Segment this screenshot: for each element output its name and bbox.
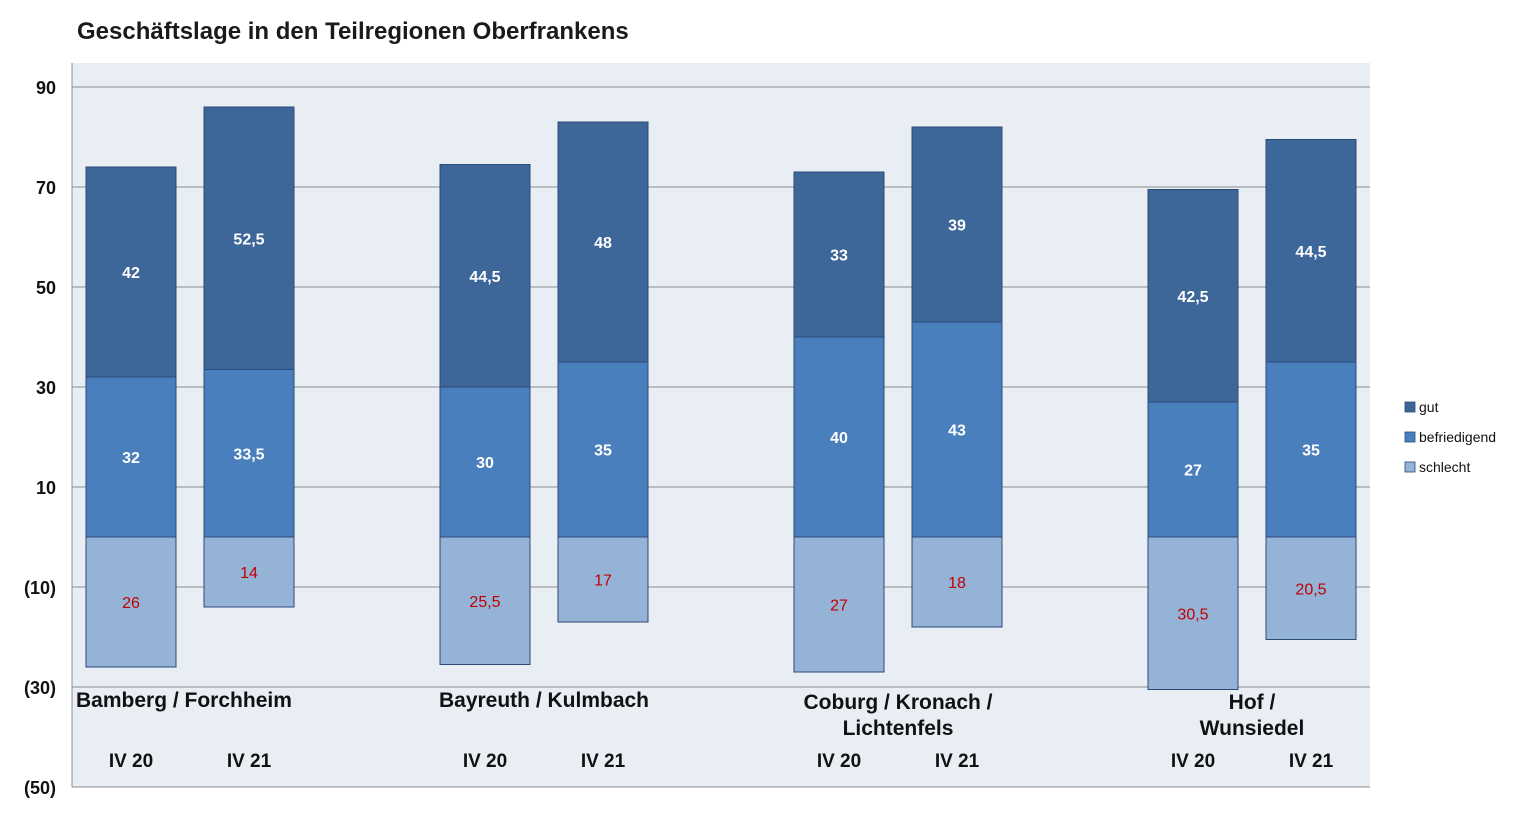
period-label: IV 20 (817, 751, 861, 772)
bar-segment-befriedigend (1147, 401, 1239, 538)
legend-swatch-gut (1404, 401, 1416, 413)
data-label-schlecht: 17 (594, 573, 612, 590)
data-label-befriedigend: 32 (122, 450, 140, 467)
bar-segment-befriedigend (203, 369, 295, 538)
data-label-befriedigend: 35 (594, 443, 612, 460)
y-tick-label: 90 (36, 78, 56, 98)
period-label: IV 21 (227, 751, 272, 772)
data-label-befriedigend: 27 (1184, 463, 1202, 480)
bar-segment-befriedigend (911, 321, 1003, 538)
data-label-schlecht: 20,5 (1295, 581, 1326, 598)
data-label-befriedigend: 35 (1302, 443, 1320, 460)
bar-segment-befriedigend (439, 386, 531, 538)
y-tick-label: 70 (36, 178, 56, 198)
region-label: Lichtenfels (843, 717, 954, 740)
data-label-gut: 39 (948, 218, 966, 235)
region-label: Coburg / Kronach / (804, 691, 993, 714)
period-label: IV 21 (1289, 751, 1334, 772)
bar-segment-gut (203, 106, 295, 370)
bar-segment-gut (557, 121, 649, 363)
data-label-schlecht: 26 (122, 595, 140, 612)
data-label-schlecht: 14 (240, 565, 258, 582)
y-axis: 90 70 50 30 10 (10) (30) (50) (24, 78, 56, 798)
data-label-gut: 42 (122, 265, 140, 282)
legend-swatch-befriedigend (1404, 431, 1416, 443)
bar-segment-gut (439, 164, 531, 388)
legend-label-befriedigend: befriedigend (1419, 429, 1496, 445)
bar-segment-schlecht (1265, 536, 1357, 640)
region-label: Bamberg / Forchheim (76, 689, 292, 712)
bar-segment-gut (911, 126, 1003, 323)
bar-segment-gut (85, 166, 177, 378)
data-label-gut: 48 (594, 235, 612, 252)
bar-segment-gut (1265, 139, 1357, 363)
period-label: IV 21 (935, 751, 980, 772)
period-label: IV 20 (109, 751, 153, 772)
y-tick-label: (50) (24, 778, 56, 798)
period-label: IV 20 (1171, 751, 1215, 772)
data-label-schlecht: 18 (948, 575, 966, 592)
y-tick-label: (10) (24, 578, 56, 598)
region-label: Wunsiedel (1200, 717, 1305, 740)
data-label-befriedigend: 30 (476, 455, 494, 472)
data-label-gut: 33 (830, 248, 848, 265)
y-tick-label: (30) (24, 678, 56, 698)
data-label-gut: 44,5 (469, 269, 500, 286)
bar-segment-gut (793, 171, 885, 338)
data-label-befriedigend: 40 (830, 430, 848, 447)
bar-segment-befriedigend (793, 336, 885, 538)
y-tick-label: 50 (36, 278, 56, 298)
bar-segment-schlecht (1147, 536, 1239, 690)
period-label: IV 20 (463, 751, 507, 772)
y-tick-label: 30 (36, 378, 56, 398)
data-label-schlecht: 30,5 (1177, 606, 1208, 623)
bar-segment-schlecht (85, 536, 177, 668)
data-label-gut: 52,5 (233, 231, 264, 248)
bar-segment-befriedigend (557, 361, 649, 538)
bars: 26 32 42 14 33,5 52,5 25,5 30 44,5 17 35 48 27 40 33 18… (85, 106, 1357, 690)
data-label-gut: 42,5 (1177, 289, 1208, 306)
region-label: Hof / (1229, 691, 1276, 714)
bar-segment-schlecht (557, 536, 649, 623)
legend-label-schlecht: schlecht (1419, 459, 1470, 475)
data-label-schlecht: 27 (830, 598, 848, 615)
legend-swatch-schlecht (1404, 461, 1416, 473)
data-label-schlecht: 25,5 (469, 594, 500, 611)
data-label-befriedigend: 43 (948, 423, 966, 440)
legend: gut befriedigend schlecht (1404, 399, 1496, 475)
chart-title: Geschäftslage in den Teilregionen Oberfr… (77, 18, 629, 45)
bar-segment-schlecht (911, 536, 1003, 628)
x-axis-labels: IV 20 IV 21 Bamberg / Forchheim IV 20 IV 21 B… (76, 689, 1334, 772)
bar-segment-schlecht (793, 536, 885, 673)
y-tick-label: 10 (36, 478, 56, 498)
region-label: Bayreuth / Kulmbach (439, 689, 649, 712)
bar-segment-gut (1147, 189, 1239, 403)
legend-label-gut: gut (1419, 399, 1439, 415)
data-label-gut: 44,5 (1295, 244, 1326, 261)
data-label-befriedigend: 33,5 (233, 446, 264, 463)
period-label: IV 21 (581, 751, 626, 772)
bar-segment-schlecht (203, 536, 295, 608)
bar-segment-schlecht (439, 536, 531, 665)
